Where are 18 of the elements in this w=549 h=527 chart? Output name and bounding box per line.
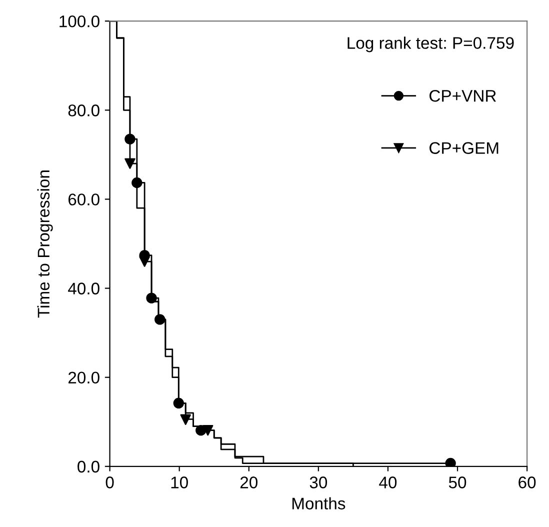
x-tick-label: 20 <box>240 476 258 488</box>
x-tick-label: 60 <box>518 476 536 488</box>
y-axis-title: Time to Progression <box>37 170 53 318</box>
legend-label: CP+GEM <box>430 142 498 154</box>
y-tick-label: 80.0 <box>68 104 100 116</box>
x-tick-label: 30 <box>310 476 328 488</box>
y-tick-label: 20.0 <box>68 372 100 384</box>
y-tick-label: 100.0 <box>60 15 100 28</box>
y-tick-label: 0.0 <box>78 460 100 473</box>
x-axis-title: Months <box>292 497 346 510</box>
legend-label: CP+VNR <box>430 90 496 102</box>
y-tick-label: 60.0 <box>68 194 100 206</box>
x-tick-label: 0 <box>106 476 114 488</box>
x-tick-label: 50 <box>448 476 466 488</box>
y-tick-label: 40.0 <box>68 282 100 294</box>
annotation: Log rank test: P=0.759 <box>348 36 514 52</box>
x-tick-label: 10 <box>171 476 188 488</box>
x-tick-label: 40 <box>379 476 397 488</box>
